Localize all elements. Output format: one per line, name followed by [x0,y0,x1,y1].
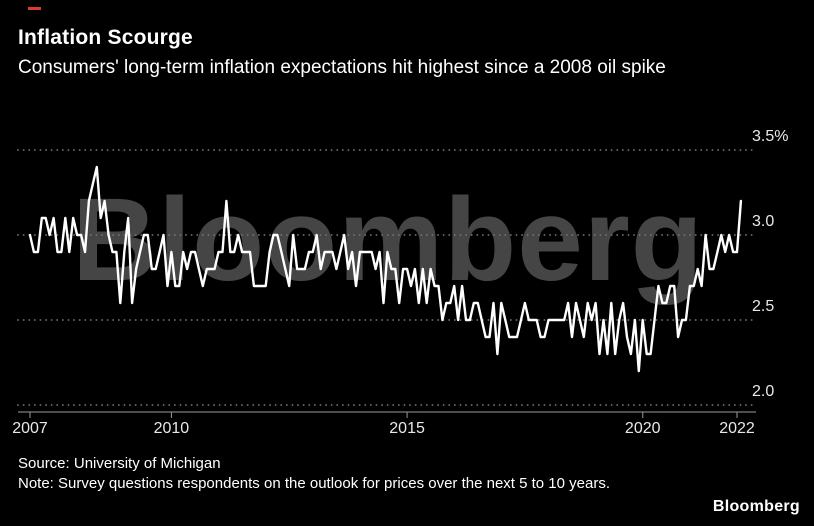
source-text: Source: University of Michigan [18,455,221,472]
y-axis-label-2-0: 2.0 [752,383,775,400]
bloomberg-watermark: Bloomberg [72,174,704,306]
red-key-dash [28,7,41,10]
inflation-expectations-line [28,165,743,373]
x-axis-label-2007: 2007 [12,420,48,437]
x-axis-label-2022: 2022 [719,420,755,437]
y-axis-label-3-0: 3.0 [752,213,775,230]
y-axis-label-3-5: 3.5% [752,128,789,145]
chart-subtitle: Consumers' long-term inflation expectati… [18,57,666,78]
note-text: Note: Survey questions respondents on th… [18,475,611,492]
y-axis-label-2-5: 2.5 [752,298,775,315]
x-axis-label-2020: 2020 [624,420,661,437]
bloomberg-logo: Bloomberg [712,498,800,515]
x-axis-label-2010: 2010 [153,420,190,437]
x-axis-label-2015: 2015 [389,420,425,437]
chart-title: Inflation Scourge [18,26,193,49]
